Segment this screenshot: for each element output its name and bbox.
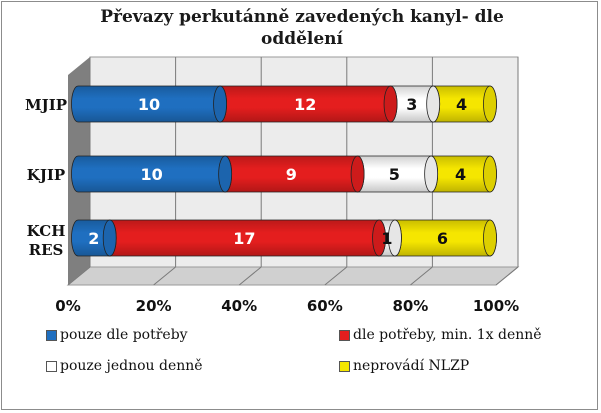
data-label: 17: [233, 229, 255, 248]
gridline: [410, 266, 433, 286]
legend-swatch: [46, 329, 57, 341]
category-label: KCH RES: [27, 222, 66, 259]
data-label: 10: [140, 165, 162, 184]
bar-cap: [350, 155, 365, 193]
legend-label: pouze dle potřeby: [60, 327, 188, 343]
legend-item: pouze dle potřeby: [46, 324, 188, 346]
bar-cap: [483, 85, 497, 123]
bar-cap: [426, 85, 441, 123]
data-label: 4: [455, 165, 466, 184]
bar-cap: [372, 219, 386, 257]
legend-item: neprovádí NLZP: [339, 355, 469, 377]
x-tick-label: 40%: [221, 297, 257, 315]
x-tick-label: 60%: [307, 297, 343, 315]
chart-legend: pouze dle potřeby dle potřeby, min. 1x de…: [42, 324, 582, 394]
legend-item: pouze jednou denně: [46, 355, 203, 377]
bar-cap: [213, 85, 227, 123]
data-label: 12: [294, 95, 316, 114]
legend-label: neprovádí NLZP: [353, 358, 470, 374]
x-tick-label: 20%: [136, 297, 172, 315]
x-tick-label: 80%: [392, 297, 428, 315]
bar-cap: [102, 219, 117, 257]
gridline: [67, 266, 91, 286]
data-label: 6: [437, 229, 448, 248]
bar-cap: [424, 155, 439, 193]
category-label: KJIP: [27, 166, 65, 184]
bar-cap: [383, 85, 398, 123]
data-label: 10: [138, 95, 160, 114]
legend-label: pouze jednou denně: [60, 358, 203, 374]
data-label: 3: [406, 95, 417, 114]
bar-cap: [483, 155, 497, 193]
legend-label: dle potřeby, min. 1x denně: [353, 327, 542, 343]
data-label: 4: [456, 95, 467, 114]
data-label: 9: [286, 165, 297, 184]
legend-item: dle potřeby, min. 1x denně: [339, 324, 542, 346]
legend-swatch: [46, 360, 57, 372]
legend-swatch: [339, 360, 350, 372]
bar-cap: [218, 155, 233, 193]
floor: [66, 266, 520, 286]
gridline: [153, 266, 176, 286]
gridline: [238, 266, 262, 286]
data-label: 1: [381, 229, 392, 248]
data-label: 5: [389, 165, 400, 184]
bar-cap: [483, 219, 497, 257]
gridline: [324, 266, 348, 286]
bar-cap: [388, 219, 402, 257]
category-label: MJIP: [25, 96, 67, 114]
gridline: [495, 266, 519, 286]
x-tick-label: 0%: [55, 297, 80, 315]
x-tick-label: 100%: [473, 297, 519, 315]
chart-title: Převazy perkutánně zavedených kanyl- dle…: [100, 7, 504, 49]
legend-swatch: [339, 329, 350, 341]
data-label: 2: [88, 229, 99, 248]
